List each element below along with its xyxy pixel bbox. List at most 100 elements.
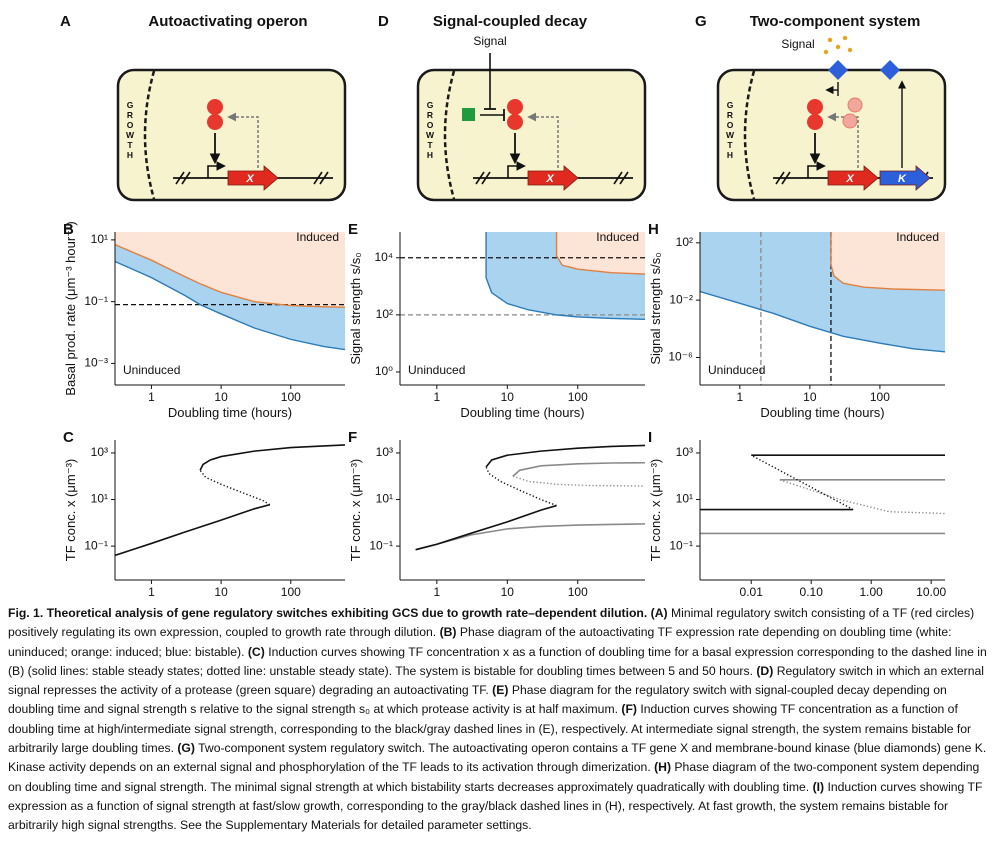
x-tick-label: 10 xyxy=(803,390,817,404)
curve xyxy=(555,232,645,275)
panel-letter: I xyxy=(648,429,652,446)
dna-hash xyxy=(613,171,623,185)
gene-label: X xyxy=(545,173,554,185)
y-axis-label: Basal prod. rate (μm⁻³ hour⁻¹) xyxy=(63,221,78,395)
tf xyxy=(807,114,823,130)
caption-text: Phase diagram for the regulatory switch … xyxy=(8,683,947,717)
dna-hash xyxy=(619,171,629,185)
x-tick-label: 10 xyxy=(501,390,515,404)
caption-text: Phase diagram of the autoactivating TF e… xyxy=(8,625,952,659)
x-tick-label: 0.01 xyxy=(740,585,764,599)
y-tick-label: 10⁴ xyxy=(374,250,393,264)
y-tick-label: 10⁻² xyxy=(669,292,693,306)
caption-text: Two-component system regulatory switch. … xyxy=(8,741,987,775)
cell-wall xyxy=(443,70,456,200)
region-label: Uninduced xyxy=(708,363,765,377)
caption-label: (A) xyxy=(650,606,668,620)
caption-label: (F) xyxy=(621,702,637,717)
curve xyxy=(115,260,345,351)
y-tick-label: 10¹ xyxy=(91,492,108,506)
curve xyxy=(485,232,645,321)
dna-hash xyxy=(181,171,191,185)
signal-dot xyxy=(827,37,833,43)
plot-area xyxy=(115,232,345,351)
tf xyxy=(507,99,523,115)
y-tick-label: 10⁻⁶ xyxy=(668,350,693,364)
y-tick-label: 10⁻¹ xyxy=(84,294,108,308)
diagram-title: Two-component system xyxy=(750,13,921,30)
x-tick-label: 100 xyxy=(568,585,588,599)
y-tick-label: 10¹ xyxy=(91,232,108,246)
gene xyxy=(879,165,931,191)
gene xyxy=(227,165,279,191)
plot-area xyxy=(700,454,945,535)
caption-label: (I) xyxy=(812,779,825,794)
x-tick-label: 1.00 xyxy=(860,585,884,599)
region xyxy=(556,232,645,275)
curve xyxy=(415,504,557,551)
figure: A Autoactivating operon GROWTH X D Signal-cou… xyxy=(60,13,947,599)
dna-hash xyxy=(781,171,791,185)
y-tick-label: 10⁻³ xyxy=(84,356,108,370)
plot-area xyxy=(400,232,645,321)
tf xyxy=(507,114,523,130)
plot-area xyxy=(700,232,945,385)
protease xyxy=(462,108,475,121)
promoter xyxy=(807,161,826,178)
cell xyxy=(116,68,347,202)
y-axis-label: TF conc. x (μm⁻³) xyxy=(348,459,363,561)
feedback xyxy=(227,112,259,168)
y-tick-label: 10¹ xyxy=(376,492,393,506)
panel-letter: F xyxy=(348,429,357,446)
curve xyxy=(779,479,945,515)
signal-label: Signal xyxy=(473,34,506,48)
y-tick-label: 10³ xyxy=(676,445,693,459)
kinase xyxy=(828,60,848,80)
caption-label: (E) xyxy=(492,683,509,698)
caption-label: (D) xyxy=(756,663,774,678)
panel-letter: D xyxy=(378,13,389,30)
diagram-title: Autoactivating operon xyxy=(148,13,307,30)
dna-hash xyxy=(481,171,491,185)
y-tick-label: 10³ xyxy=(91,445,108,459)
panel-letter: C xyxy=(63,429,74,446)
x-tick-label: 0.10 xyxy=(800,585,824,599)
curve xyxy=(485,466,557,507)
curve xyxy=(199,444,345,471)
caption-text: Induction curves showing TF concentratio… xyxy=(8,644,987,678)
x-axis-label: Doubling time (hours) xyxy=(760,405,884,420)
dna-hash xyxy=(313,171,323,185)
region-label: Uninduced xyxy=(408,363,465,377)
signal-dot xyxy=(823,49,829,55)
x-axis-label: Doubling time (hours) xyxy=(168,405,292,420)
cell xyxy=(416,68,647,202)
curve xyxy=(700,290,945,353)
gene-label: X xyxy=(245,173,254,185)
y-tick-label: 10³ xyxy=(376,445,393,459)
x-tick-label: 10 xyxy=(501,585,515,599)
dna-hash xyxy=(475,171,485,185)
caption-label: (G) xyxy=(177,741,195,756)
signal-dot xyxy=(847,47,853,53)
signal-dot xyxy=(842,35,848,41)
curve xyxy=(115,244,345,308)
panel-letter: B xyxy=(63,221,74,238)
plot-area xyxy=(115,444,345,557)
feedback xyxy=(527,112,559,168)
y-tick-label: 10¹ xyxy=(676,492,693,506)
panel-letter: A xyxy=(60,13,71,30)
caption-text: Minimal regulatory switch consisting of … xyxy=(8,606,975,640)
gene xyxy=(527,165,579,191)
x-tick-label: 100 xyxy=(870,390,890,404)
region-label: Induced xyxy=(596,230,639,244)
panel-letter: G xyxy=(695,13,707,30)
tf xyxy=(207,114,223,130)
curve xyxy=(415,523,645,551)
cell-wall xyxy=(143,70,156,200)
caption-text: Regulatory switch in which an external s… xyxy=(8,663,984,698)
cell-wall xyxy=(743,70,756,200)
gene-label: K xyxy=(898,173,907,185)
x-tick-label: 10 xyxy=(214,585,228,599)
x-tick-label: 100 xyxy=(568,390,588,404)
